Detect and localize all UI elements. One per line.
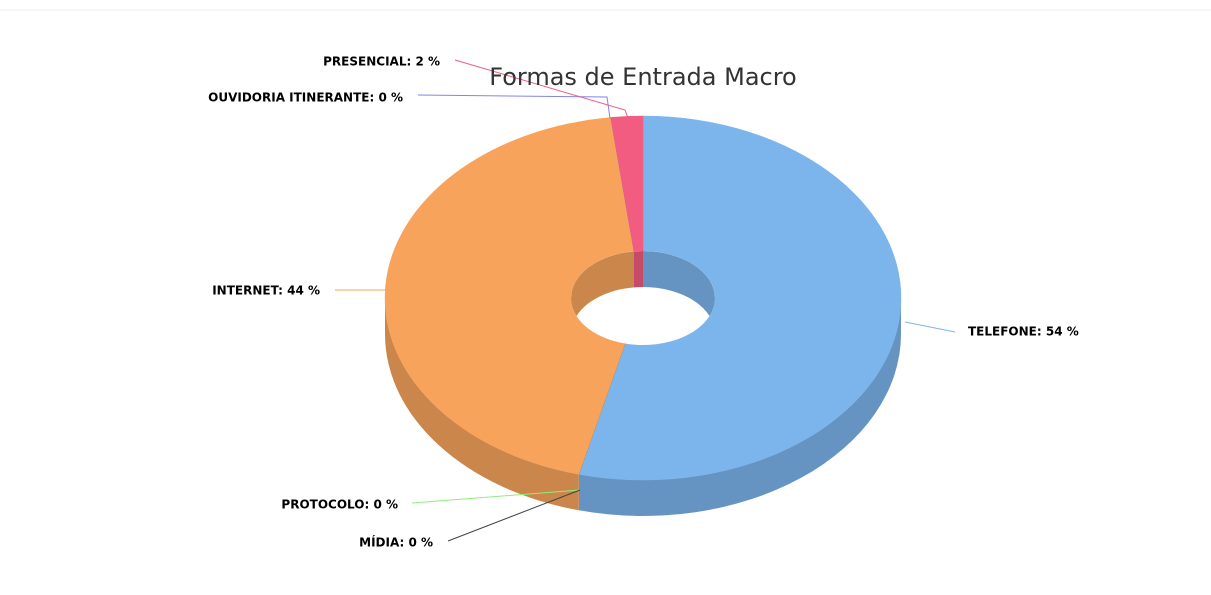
chart-title: Formas de Entrada Macro xyxy=(489,63,797,91)
data-label: TELEFONE: 54 % xyxy=(968,325,1079,339)
slice-inner xyxy=(633,251,643,288)
labels: TELEFONE: 54 % PROTOCOLO: 0 % MÍDIA: 0 % IN… xyxy=(208,55,1079,550)
tops xyxy=(384,115,902,481)
slice-side xyxy=(385,298,579,511)
slice-side xyxy=(578,298,901,516)
slice-inner xyxy=(571,251,634,334)
data-label: PRESENCIAL: 2 % xyxy=(323,55,440,69)
data-label: INTERNET: 44 % xyxy=(212,284,320,298)
data-label: PROTOCOLO: 0 % xyxy=(281,498,398,512)
leader-line xyxy=(411,489,581,504)
inner-wall xyxy=(571,251,715,334)
leader-line xyxy=(417,94,611,119)
leader-line xyxy=(447,489,581,542)
slice-inner xyxy=(643,251,715,334)
leader-line xyxy=(904,321,956,333)
data-label: MÍDIA: 0 % xyxy=(359,535,433,550)
sides xyxy=(385,298,901,516)
data-label: OUVIDORIA ITINERANTE: 0 % xyxy=(208,91,403,105)
leader-line xyxy=(454,59,629,119)
